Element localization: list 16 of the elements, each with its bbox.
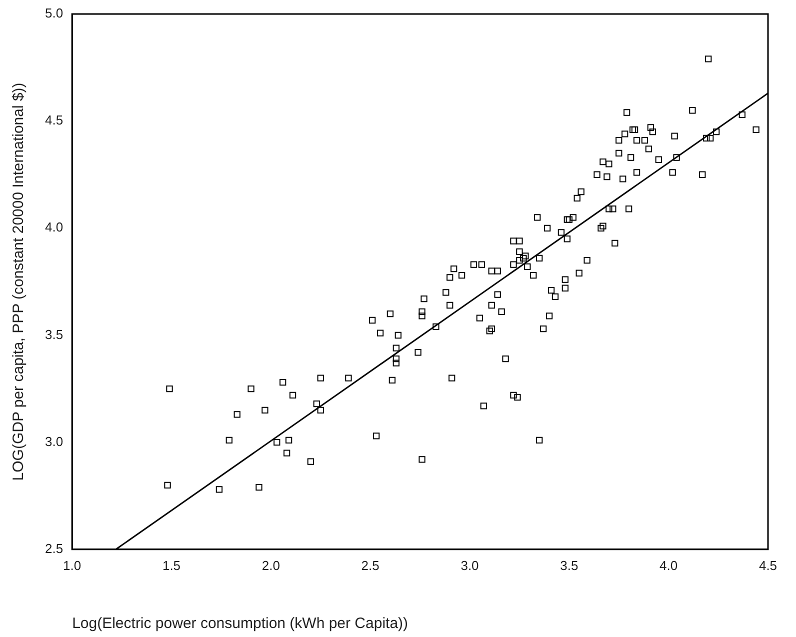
- y-tick-label: 3.5: [44, 326, 64, 342]
- x-tick-label: 2.5: [361, 558, 380, 573]
- y-axis-title: LOG(GDP per capita, PPP (constant 20000 International $)): [10, 82, 28, 481]
- x-tick-label: 3.5: [560, 558, 578, 573]
- y-tick-label: 5.0: [44, 6, 64, 21]
- x-tick-label: 1.0: [63, 558, 82, 573]
- x-tick-label: 4.5: [758, 558, 778, 573]
- x-tick-label: 2.0: [262, 558, 280, 573]
- x-axis-title: Log(Electric power consumption (kWh per Capita)): [72, 615, 408, 632]
- y-tick-label: 2.5: [44, 540, 64, 556]
- x-tick-label: 1.5: [162, 558, 181, 573]
- y-tick-label: 4.0: [44, 220, 64, 235]
- x-tick-label: 4.0: [660, 558, 678, 573]
- y-tick-label: 3.0: [44, 434, 64, 449]
- y-tick-label: 4.5: [44, 112, 64, 128]
- x-tick-label: 3.0: [460, 558, 479, 573]
